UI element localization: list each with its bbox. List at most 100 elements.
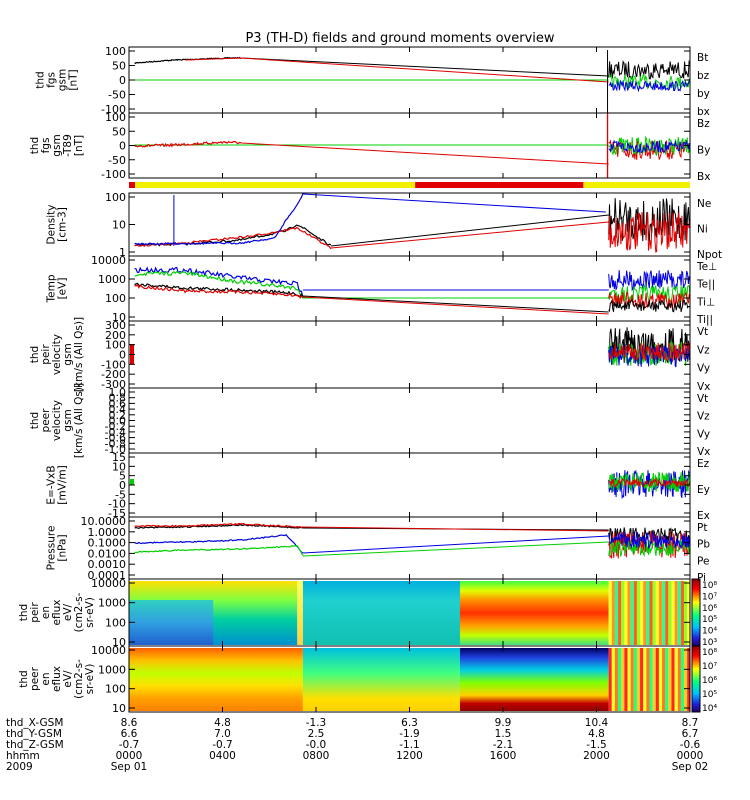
colorbar-label: 10⁴ — [702, 627, 717, 637]
panel-frame-efield — [128, 452, 691, 518]
ylabel-line: gsm — [51, 134, 63, 156]
colorbar-label: 10⁵ — [702, 690, 717, 700]
ylabel-line: [nT] — [73, 135, 85, 156]
colorbar-label: 10⁴ — [702, 704, 717, 714]
ephemeris-value: -0.6 — [680, 739, 701, 751]
temp-tepar-burst — [608, 298, 691, 313]
ephemeris-value: -1.1 — [399, 739, 420, 751]
ephemeris-value: 1200 — [396, 750, 423, 762]
peir-spec-burst-strip — [611, 581, 615, 645]
data-layer — [129, 50, 691, 711]
panel-frame-density — [128, 192, 691, 257]
peer-spec-burst-strip — [668, 648, 672, 711]
ylabel-line: velocity — [51, 400, 63, 441]
peer-spec-burst-strip — [649, 648, 653, 711]
peer-spec-burst-strip — [636, 648, 641, 711]
ephemeris-value: -1.5 — [586, 739, 607, 751]
peer-spec-burst-strip — [618, 648, 622, 711]
colorbar-peer_spec — [691, 645, 701, 713]
ylabel-line: peer — [40, 408, 52, 433]
panel-frame-peir_vel — [128, 320, 691, 389]
peir-spec-burst-strip — [627, 581, 631, 645]
ylabel-line: [eV] — [57, 278, 69, 300]
ytick-label: 0 — [119, 74, 126, 87]
peir-spec-burst-strip — [636, 581, 641, 645]
ephemeris-value: 4.8 — [214, 717, 231, 729]
legend-vz: Vz — [697, 344, 710, 356]
density-ne-burst — [608, 212, 691, 253]
axes-layer — [128, 46, 701, 713]
peir-spec-burst-strip — [633, 581, 637, 645]
ylabel-line: thd — [29, 137, 41, 154]
ylabel-line: (cm2-s- — [73, 592, 85, 632]
ytick-label: 10 — [112, 311, 126, 324]
peir-spec-burst-strip — [646, 581, 650, 645]
ylabel-line: eV/ — [62, 670, 74, 688]
ylabel-line: thd — [18, 604, 30, 621]
peer-spec-late — [459, 648, 609, 711]
efield-ez-burst — [608, 477, 691, 488]
legend-vz: Vz — [697, 411, 710, 423]
ylabel-line: gsm — [62, 409, 74, 431]
ephemeris-value: 6.3 — [401, 717, 418, 729]
density-npot-line — [134, 193, 304, 246]
legend-ey: Ey — [697, 484, 710, 496]
ylabel-line: gsm — [57, 69, 69, 91]
peer-spec-burst-strip — [627, 648, 631, 711]
ytick-label: 100 — [105, 45, 126, 58]
ytick-label: 50 — [112, 60, 126, 73]
ytick-label: 10000 — [91, 577, 126, 590]
ylabel-line: [nPa] — [57, 534, 69, 561]
peir-spec-burst-strip — [649, 581, 653, 645]
pressure-pi-line — [134, 534, 304, 554]
legend-te⊥: Te⊥ — [696, 261, 717, 273]
legend-bx: Bx — [697, 171, 710, 183]
ylabel-line: eflux — [51, 666, 63, 692]
ylabel-line: fgs — [40, 138, 52, 154]
ytick-label: -0.8 — [105, 437, 126, 450]
peer-spec-burst-strip — [671, 648, 675, 711]
peer-spec-burst-strip — [621, 648, 625, 711]
density-npot-trend — [302, 193, 606, 213]
ytick-label: 100 — [105, 292, 126, 305]
peir-spec-burst-strip — [671, 581, 675, 645]
peir-spec-blue-patch — [129, 600, 214, 645]
ytick-label: 100 — [105, 191, 126, 204]
peer-spec-burst-strip — [630, 648, 634, 711]
peir-spec-burst-strip — [618, 581, 622, 645]
ytick-label: -200 — [101, 368, 126, 381]
peir-spec-burst-strip — [665, 581, 669, 645]
peir-spec-burst-strip — [668, 581, 672, 645]
peir-spec-burst-strip — [614, 581, 619, 645]
ylabel-line: en — [40, 672, 52, 685]
ytick-label: -15 — [108, 507, 126, 520]
ephemeris-value: 1600 — [490, 750, 517, 762]
ytick-label: 0.4 — [109, 403, 127, 416]
ytick-label: -50 — [108, 154, 126, 167]
peir-spec-burst-strip — [643, 581, 647, 645]
ytick-label: 1 — [119, 246, 126, 259]
peir-spec-late — [459, 581, 609, 645]
ephemeris-value: -0.7 — [212, 739, 233, 751]
ephemeris-value: 0000 — [116, 750, 143, 762]
ephemeris-row-label: thd_X-GSM — [6, 717, 63, 729]
peir-spec-burst-strip — [662, 581, 666, 645]
colorbar-label: 10³ — [702, 638, 717, 648]
ylabel-line: [mV/m] — [57, 465, 69, 504]
ylabel-line: sr-eV) — [84, 664, 96, 695]
efield-ey-burst — [608, 471, 691, 493]
peer-spec-burst-strip — [643, 648, 647, 711]
legend-by: by — [697, 88, 710, 100]
ephemeris-value: 8.7 — [682, 717, 699, 729]
ephemeris-value: -1.9 — [399, 728, 420, 740]
ytick-label: 1000 — [98, 273, 126, 286]
ylabel-line: Pressure — [46, 526, 58, 571]
ylabel-line: gsm — [62, 343, 74, 365]
ytick-label: 100 — [105, 683, 126, 696]
efield-start-mark — [130, 479, 134, 485]
density-ne-trend — [330, 221, 609, 249]
peer-spec-mid — [302, 648, 460, 711]
peir-spec-burst-strip — [624, 581, 628, 645]
